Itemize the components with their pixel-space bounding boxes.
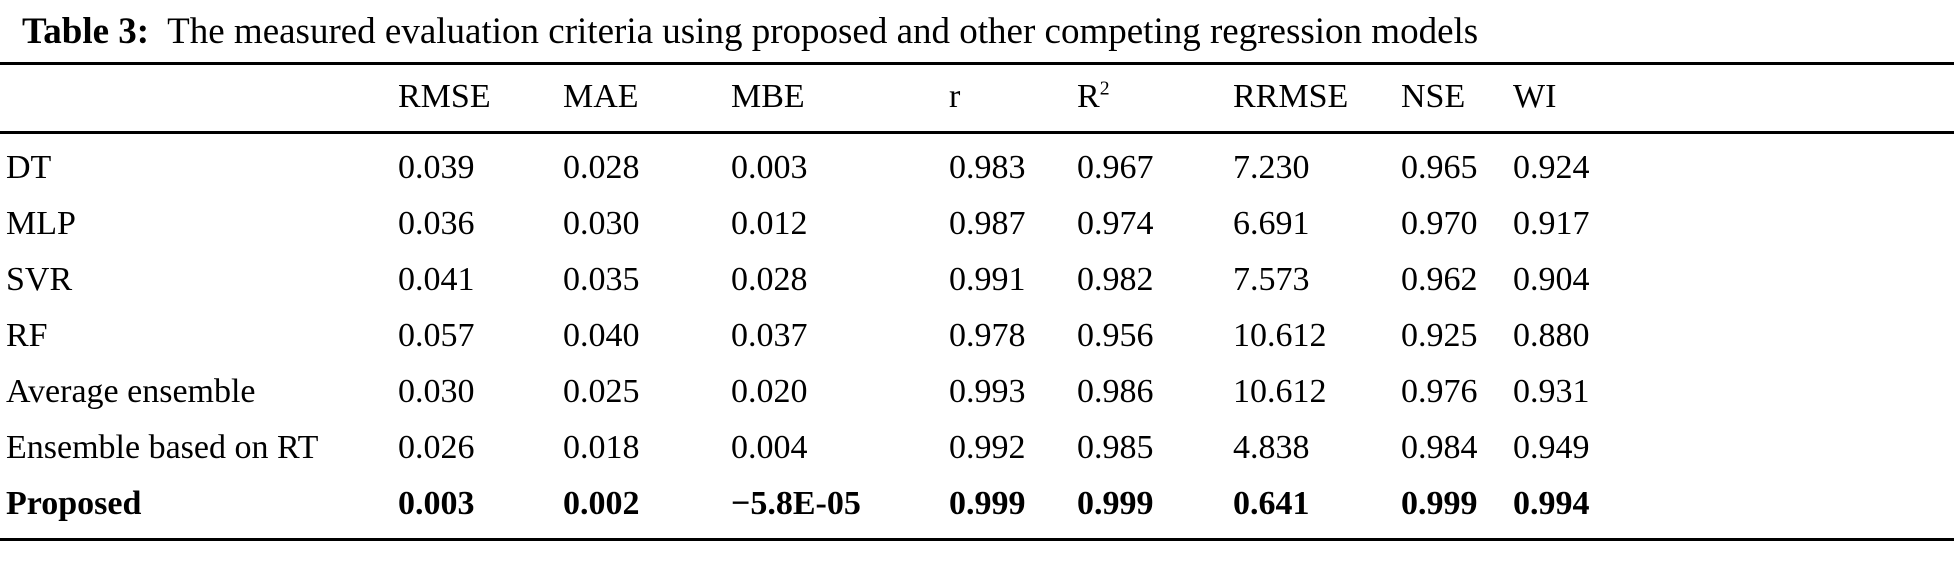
cell-mae: 0.040 [563,317,640,354]
cell-r2: 0.956 [1077,317,1154,354]
cell-nse: 0.925 [1401,317,1478,354]
row-label: MLP [6,205,76,242]
row-label: SVR [6,261,73,298]
cell-r2: 0.967 [1077,149,1154,186]
cell-r2: 0.985 [1077,429,1154,466]
cell-wi: 0.917 [1513,205,1590,242]
table-row: SVR 0.041 0.035 0.028 0.991 0.982 7.573 0.962 0.… [0,252,1954,308]
cell-r2: 0.999 [1077,485,1154,522]
cell-wi: 0.880 [1513,317,1590,354]
cell-r2: 0.986 [1077,373,1154,410]
table-row: Proposed 0.003 0.002 −5.8E-05 0.999 0.999 0.64… [0,476,1954,540]
cell-r: 0.999 [949,485,1026,522]
cell-nse: 0.999 [1401,485,1478,522]
cell-mbe: 0.012 [731,205,808,242]
cell-rmse: 0.039 [398,149,475,186]
cell-r: 0.983 [949,149,1026,186]
cell-rmse: 0.036 [398,205,475,242]
table-row: Average ensemble 0.030 0.025 0.020 0.993 0.98… [0,364,1954,420]
cell-nse: 0.976 [1401,373,1478,410]
column-header-rrmse: RRMSE [1233,63,1401,134]
cell-rmse: 0.030 [398,373,475,410]
cell-rmse: 0.026 [398,429,475,466]
cell-rrmse: 4.838 [1233,429,1310,466]
table-row: DT 0.039 0.028 0.003 0.983 0.967 7.230 0.965 0.9… [0,133,1954,197]
row-label: RF [6,317,48,354]
cell-mae: 0.018 [563,429,640,466]
cell-mbe: 0.020 [731,373,808,410]
header-row: RMSE MAE MBE r R2 RRMSE NSE WI [0,63,1954,134]
table-caption-label: Table 3: [22,11,150,52]
table-row: Ensemble based on RT 0.026 0.018 0.004 0.992… [0,420,1954,476]
column-header-wi: WI [1513,63,1954,134]
cell-mae: 0.035 [563,261,640,298]
evaluation-criteria-table: RMSE MAE MBE r R2 RRMSE NSE WI DT 0.039 0.028 0.00… [0,62,1954,541]
cell-wi: 0.924 [1513,149,1590,186]
cell-rrmse: 6.691 [1233,205,1310,242]
column-header-nse: NSE [1401,63,1513,134]
cell-rmse: 0.041 [398,261,475,298]
cell-mae: 0.030 [563,205,640,242]
cell-rmse: 0.057 [398,317,475,354]
cell-rrmse: 7.573 [1233,261,1310,298]
table-body: DT 0.039 0.028 0.003 0.983 0.967 7.230 0.965 0.9… [0,133,1954,540]
column-header-r: r [949,63,1077,134]
table-caption-text: The measured evaluation criteria using p… [167,11,1479,52]
column-header-r2: R2 [1077,63,1233,134]
row-label: Average ensemble [6,373,256,410]
cell-wi: 0.904 [1513,261,1590,298]
column-header-mbe: MBE [731,63,949,134]
table-row: RF 0.057 0.040 0.037 0.978 0.956 10.612 0.925 0.… [0,308,1954,364]
cell-r2: 0.974 [1077,205,1154,242]
cell-wi: 0.931 [1513,373,1590,410]
row-label: Proposed [6,485,142,522]
cell-wi: 0.949 [1513,429,1590,466]
cell-r: 0.991 [949,261,1026,298]
cell-mbe: −5.8E-05 [731,485,861,522]
cell-mbe: 0.028 [731,261,808,298]
cell-r: 0.992 [949,429,1026,466]
cell-r2: 0.982 [1077,261,1154,298]
cell-rrmse: 10.612 [1233,373,1327,410]
cell-nse: 0.970 [1401,205,1478,242]
cell-mbe: 0.037 [731,317,808,354]
cell-rrmse: 10.612 [1233,317,1327,354]
cell-mbe: 0.003 [731,149,808,186]
table-caption: Table 3: The measured evaluation criteria… [0,0,1954,62]
cell-mae: 0.002 [563,485,640,522]
cell-nse: 0.965 [1401,149,1478,186]
column-header-rmse: RMSE [398,63,563,134]
cell-nse: 0.984 [1401,429,1478,466]
cell-r: 0.987 [949,205,1026,242]
cell-r: 0.978 [949,317,1026,354]
cell-nse: 0.962 [1401,261,1478,298]
column-header-mae: MAE [563,63,731,134]
cell-rmse: 0.003 [398,485,475,522]
column-header-superscript: 2 [1099,77,1110,100]
cell-mbe: 0.004 [731,429,808,466]
cell-rrmse: 7.230 [1233,149,1310,186]
cell-wi: 0.994 [1513,485,1590,522]
row-label: DT [6,149,52,186]
cell-r: 0.993 [949,373,1026,410]
cell-rrmse: 0.641 [1233,485,1310,522]
table-row: MLP 0.036 0.030 0.012 0.987 0.974 6.691 0.970 0.… [0,196,1954,252]
cell-mae: 0.025 [563,373,640,410]
row-label: Ensemble based on RT [6,429,319,466]
corner-cell [0,63,398,134]
cell-mae: 0.028 [563,149,640,186]
